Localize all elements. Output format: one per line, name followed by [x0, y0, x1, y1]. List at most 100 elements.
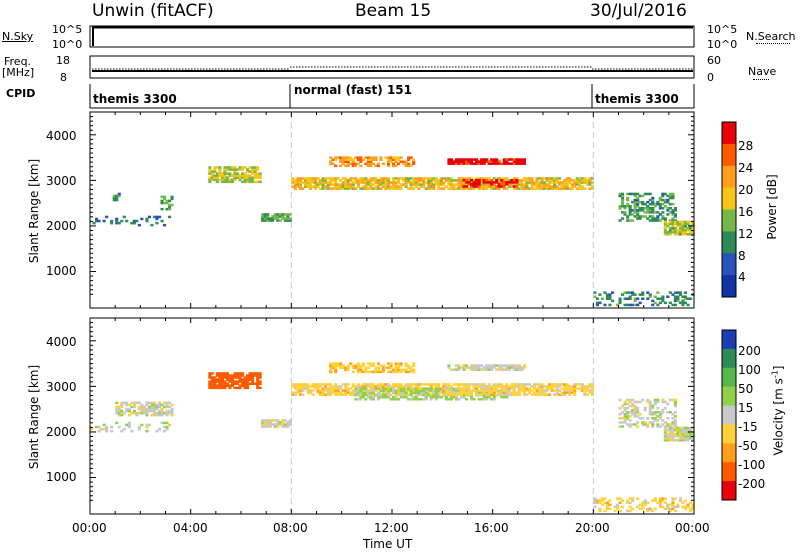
- velocity-cell-1375: [668, 509, 672, 513]
- velocity-cell-703: [417, 398, 421, 401]
- power-cell-310: [336, 187, 340, 190]
- velocity-cell-1010: [532, 383, 536, 386]
- velocity-cell-1463: [638, 413, 642, 416]
- power-cell-1003: [477, 185, 481, 188]
- velocity-cell-1155: [361, 370, 365, 374]
- velocity-cell-1471: [643, 408, 647, 412]
- power-cell-1099: [658, 297, 662, 300]
- power-cell-231: [296, 185, 300, 188]
- velocity-cell-994: [522, 383, 526, 386]
- power-cell-802: [329, 156, 333, 159]
- power-cell-973: [512, 158, 516, 161]
- velocity-cell-1382: [671, 499, 675, 502]
- velocity-cell-770: [459, 395, 463, 399]
- velocity-cell-129: [163, 401, 167, 405]
- power-cell-876: [392, 164, 396, 168]
- power-cell-429: [397, 181, 401, 184]
- velocity-cell-40: [115, 407, 119, 411]
- power-cell-132: [238, 168, 242, 171]
- power-cell-897: [407, 156, 411, 159]
- power-cell-487: [429, 185, 433, 188]
- velocity-cell-664: [387, 393, 391, 397]
- velocity-cell-679: [399, 395, 403, 399]
- cpid-segment-3: themis 3300: [595, 92, 679, 106]
- power-cell-1359: [689, 220, 693, 224]
- velocity-cell-1575: [673, 434, 677, 438]
- velocity-cell-38: [115, 411, 119, 415]
- power-cell-800: [329, 162, 333, 166]
- power-cell-189: [263, 213, 267, 216]
- power-cell-1310: [671, 231, 675, 234]
- power-cell-1016: [495, 185, 499, 188]
- velocity-cell-1208: [404, 370, 408, 374]
- cpid-guide-lines: [290, 112, 594, 514]
- velocity-cell-80: [140, 409, 144, 413]
- velocity-cell-742: [442, 391, 446, 395]
- velocity-cell-1455: [636, 425, 640, 428]
- velocity-cell-964: [510, 393, 514, 396]
- power-cell-190: [266, 219, 270, 222]
- velocity-cell-17: [127, 425, 131, 429]
- velocity-cell-209: [230, 378, 234, 381]
- velocity-cell-170: [215, 372, 219, 375]
- power-cell-169: [253, 170, 257, 173]
- power-cell-1011: [487, 181, 491, 184]
- power-cell-66: [210, 176, 214, 179]
- power-cell-961: [502, 162, 506, 165]
- velocity-cell-1620: [691, 437, 695, 440]
- velocity-cell-16: [125, 423, 129, 427]
- velocity-cell-1613: [689, 437, 693, 440]
- velocity-cell-1015: [535, 383, 539, 386]
- velocity-cell-1072: [565, 383, 569, 386]
- velocity-cell-422: [346, 387, 350, 390]
- velocity-cell-1534: [671, 421, 675, 424]
- power-cell-837: [356, 158, 360, 161]
- velocity-cbar-tick-neg100: -100: [738, 458, 766, 472]
- velocity-cell-1354: [648, 507, 652, 511]
- power-cell-1171: [633, 215, 637, 218]
- velocity-cell-1102: [585, 389, 589, 392]
- power-cell-1185: [636, 209, 640, 212]
- velocity-cell-98: [150, 413, 154, 417]
- power-cell-498: [434, 181, 438, 184]
- power-cell-1040: [593, 291, 597, 294]
- power-cell-1356: [689, 228, 693, 232]
- velocity-cell-763: [454, 395, 458, 399]
- velocity-cell-540: [404, 387, 408, 390]
- velocity-cell-687: [404, 395, 408, 399]
- velocity-cell-130: [165, 413, 169, 417]
- power-cell-53: [168, 203, 172, 207]
- power-cell-776: [578, 181, 582, 184]
- velocity-cell-956: [505, 387, 509, 390]
- power-cell-1302: [666, 224, 670, 228]
- power-cell-126: [236, 174, 240, 177]
- velocity-cell-997: [525, 387, 529, 390]
- velocity-cell-1197: [394, 362, 398, 365]
- velocity-cbar-tick-50: 50: [738, 382, 754, 396]
- velocity-cell-1448: [633, 415, 637, 418]
- velocity-cell-556: [412, 383, 416, 386]
- power-cell-810: [339, 160, 343, 163]
- velocity-cell-710: [422, 393, 426, 397]
- velocity-cell-1568: [671, 437, 675, 440]
- velocity-cell-1285: [512, 364, 516, 367]
- velocity-cell-1526: [666, 417, 670, 420]
- power-cell-734: [555, 181, 559, 184]
- velocity-cell-69: [132, 405, 136, 409]
- velocity-cell-102: [150, 403, 154, 407]
- power-cell-46: [163, 197, 167, 201]
- power-cell-921: [462, 160, 466, 163]
- velocity-cell-342: [301, 383, 305, 386]
- velocity-cell-882: [465, 385, 469, 388]
- power-cell-57: [170, 195, 174, 199]
- power-cell-319: [341, 185, 345, 188]
- velocity-cell-384: [326, 387, 330, 390]
- velocity-cell-866: [457, 387, 461, 390]
- velocity-cell-62: [127, 407, 131, 411]
- velocity-cell-1240: [470, 364, 474, 367]
- velocity-cell-552: [409, 383, 413, 386]
- velocity-cell-868: [457, 383, 461, 386]
- power-cell-1225: [651, 217, 655, 220]
- velocity-cell-892: [470, 383, 474, 386]
- power-cell-211: [281, 213, 285, 216]
